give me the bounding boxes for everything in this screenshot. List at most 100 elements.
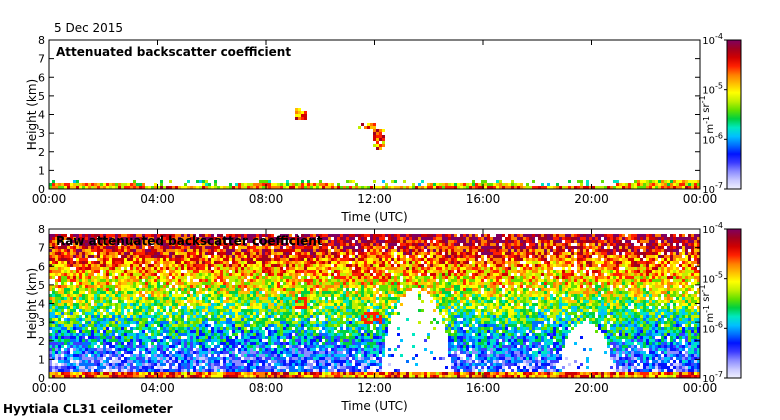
heatmap-cell	[49, 366, 52, 369]
heatmap-cell	[70, 345, 73, 348]
heatmap-cell	[277, 366, 280, 369]
heatmap-cell	[61, 363, 64, 366]
heatmap-cell	[160, 345, 163, 348]
heatmap-cell	[61, 234, 64, 237]
heatmap-cell	[253, 363, 256, 366]
heatmap-cell	[256, 327, 259, 330]
heatmap-cell	[130, 312, 133, 315]
heatmap-cell	[295, 234, 298, 237]
heatmap-cell	[325, 309, 328, 312]
heatmap-cell	[166, 354, 169, 357]
heatmap-cell	[292, 303, 295, 306]
heatmap-cell	[157, 363, 160, 366]
heatmap-cell	[73, 348, 76, 351]
heatmap-cell	[157, 270, 160, 273]
heatmap-cell	[112, 279, 115, 282]
heatmap-cell	[319, 300, 322, 303]
heatmap-cell	[52, 255, 55, 258]
heatmap-cell	[319, 363, 322, 366]
heatmap-cell	[49, 297, 52, 300]
heatmap-cell	[64, 339, 67, 342]
heatmap-cell	[337, 294, 340, 297]
heatmap-cell	[301, 180, 304, 183]
heatmap-cell	[304, 240, 307, 243]
heatmap-cell	[172, 354, 175, 357]
heatmap-cell	[217, 297, 220, 300]
heatmap-cell	[292, 183, 295, 186]
heatmap-cell	[652, 183, 655, 186]
heatmap-cell	[88, 330, 91, 333]
heatmap-cell	[91, 375, 94, 378]
heatmap-cell	[154, 240, 157, 243]
heatmap-cell	[340, 363, 343, 366]
heatmap-cell	[58, 318, 61, 321]
heatmap-cell	[304, 318, 307, 321]
heatmap-cell	[289, 336, 292, 339]
heatmap-cell	[346, 270, 349, 273]
heatmap-cell	[196, 270, 199, 273]
heatmap-cell	[253, 291, 256, 294]
heatmap-cell	[142, 339, 145, 342]
heatmap-cell	[196, 252, 199, 255]
heatmap-cell	[112, 303, 115, 306]
heatmap-cell	[139, 249, 142, 252]
heatmap-cell	[247, 282, 250, 285]
heatmap-cell	[325, 234, 328, 237]
heatmap-cell	[265, 357, 268, 360]
heatmap-cell	[226, 312, 229, 315]
heatmap-cell	[379, 186, 382, 189]
heatmap-cell	[103, 270, 106, 273]
heatmap-cell	[127, 240, 130, 243]
heatmap-cell	[199, 279, 202, 282]
heatmap-cell	[130, 336, 133, 339]
heatmap-cell	[196, 267, 199, 270]
heatmap-cell	[340, 366, 343, 369]
heatmap-cell	[85, 282, 88, 285]
heatmap-cell	[271, 315, 274, 318]
heatmap-cell	[316, 324, 319, 327]
heatmap-cell	[304, 321, 307, 324]
heatmap-cell	[211, 279, 214, 282]
heatmap-cell	[52, 324, 55, 327]
heatmap-cell	[157, 243, 160, 246]
heatmap-cell	[187, 354, 190, 357]
heatmap-cell	[220, 288, 223, 291]
heatmap-cell	[307, 336, 310, 339]
heatmap-cell	[97, 261, 100, 264]
heatmap-cell	[235, 306, 238, 309]
heatmap-cell	[52, 309, 55, 312]
heatmap-cell	[289, 273, 292, 276]
heatmap-cell	[247, 333, 250, 336]
heatmap-cell	[226, 372, 229, 375]
heatmap-cell	[61, 306, 64, 309]
heatmap-cell	[112, 234, 115, 237]
heatmap-cell	[286, 321, 289, 324]
heatmap-cell	[301, 267, 304, 270]
heatmap-cell	[91, 354, 94, 357]
heatmap-cell	[286, 276, 289, 279]
heatmap-cell	[217, 267, 220, 270]
heatmap-cell	[118, 318, 121, 321]
heatmap-cell	[316, 333, 319, 336]
heatmap-cell	[100, 366, 103, 369]
heatmap-cell	[181, 357, 184, 360]
heatmap-cell	[100, 369, 103, 372]
heatmap-cell	[166, 369, 169, 372]
heatmap-cell	[142, 183, 145, 186]
heatmap-cell	[319, 255, 322, 258]
heatmap-cell	[70, 339, 73, 342]
heatmap-cell	[679, 180, 682, 183]
heatmap-cell	[193, 297, 196, 300]
heatmap-cell	[304, 270, 307, 273]
heatmap-cell	[280, 324, 283, 327]
heatmap-cell	[226, 324, 229, 327]
heatmap-cell	[235, 255, 238, 258]
heatmap-cell	[337, 333, 340, 336]
heatmap-cell	[154, 237, 157, 240]
heatmap-cell	[211, 375, 214, 378]
heatmap-cell	[100, 249, 103, 252]
heatmap-cell	[94, 261, 97, 264]
heatmap-cell	[229, 258, 232, 261]
heatmap-cell	[64, 348, 67, 351]
heatmap-cell	[154, 351, 157, 354]
